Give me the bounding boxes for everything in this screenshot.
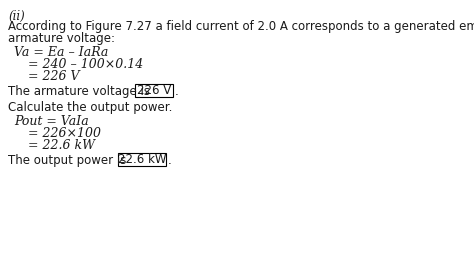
- Text: armature voltage:: armature voltage:: [8, 32, 115, 45]
- Bar: [118, 153, 166, 166]
- Text: Va = Ea – IaRa: Va = Ea – IaRa: [14, 46, 109, 59]
- Text: = 226 V: = 226 V: [28, 70, 80, 83]
- Text: 226 V: 226 V: [137, 84, 171, 97]
- Text: (ii): (ii): [8, 10, 25, 23]
- Text: = 240 – 100×0.14: = 240 – 100×0.14: [28, 58, 143, 71]
- Bar: [135, 84, 173, 97]
- Text: The armature voltage is: The armature voltage is: [8, 85, 154, 98]
- Text: .: .: [175, 85, 179, 98]
- Text: = 226×100: = 226×100: [28, 127, 101, 140]
- Text: 22.6 kW: 22.6 kW: [118, 153, 166, 166]
- Text: The output power is: The output power is: [8, 154, 130, 167]
- Text: .: .: [168, 154, 172, 167]
- Text: According to Figure 7.27 a field current of 2.0 A corresponds to a generated emf: According to Figure 7.27 a field current…: [8, 20, 474, 33]
- Text: Calculate the output power.: Calculate the output power.: [8, 101, 173, 114]
- Text: Pout = VaIa: Pout = VaIa: [14, 115, 89, 128]
- Text: = 22.6 kW: = 22.6 kW: [28, 139, 95, 152]
